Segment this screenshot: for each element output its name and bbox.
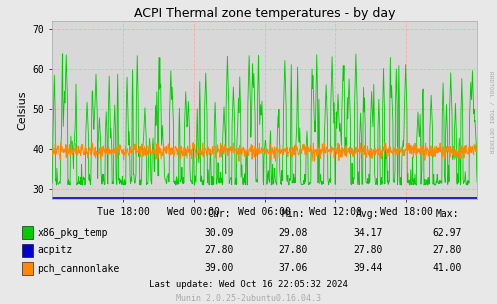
Text: 30.09: 30.09 [204,228,234,237]
Text: 37.06: 37.06 [278,263,308,273]
Text: 39.00: 39.00 [204,263,234,273]
Text: 39.44: 39.44 [353,263,383,273]
Text: acpitz: acpitz [37,245,73,255]
Text: 27.80: 27.80 [204,245,234,255]
Text: 27.80: 27.80 [353,245,383,255]
Text: 27.80: 27.80 [432,245,462,255]
Text: 41.00: 41.00 [432,263,462,273]
Text: Max:: Max: [435,209,459,219]
Text: 34.17: 34.17 [353,228,383,237]
Text: x86_pkg_temp: x86_pkg_temp [37,227,108,238]
Text: Last update: Wed Oct 16 22:05:32 2024: Last update: Wed Oct 16 22:05:32 2024 [149,280,348,289]
Text: Min:: Min: [281,209,305,219]
Text: 29.08: 29.08 [278,228,308,237]
Text: pch_cannonlake: pch_cannonlake [37,263,119,274]
Text: Cur:: Cur: [207,209,231,219]
Text: 27.80: 27.80 [278,245,308,255]
Text: 62.97: 62.97 [432,228,462,237]
Text: Avg:: Avg: [356,209,380,219]
Text: Munin 2.0.25-2ubuntu0.16.04.3: Munin 2.0.25-2ubuntu0.16.04.3 [176,294,321,303]
Y-axis label: Celsius: Celsius [17,91,27,130]
Title: ACPI Thermal zone temperatures - by day: ACPI Thermal zone temperatures - by day [134,7,396,20]
Text: RRDTOOL / TOBI OETIKER: RRDTOOL / TOBI OETIKER [489,71,494,154]
